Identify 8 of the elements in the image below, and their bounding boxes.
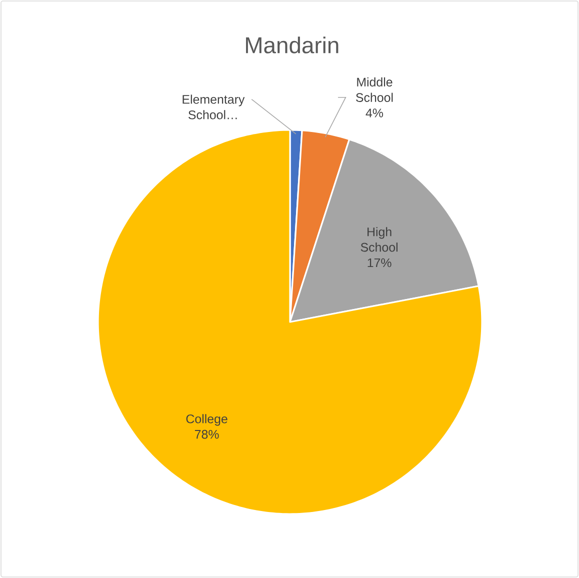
slice-label: High School: [360, 227, 398, 252]
data-label: 78%: [194, 430, 219, 439]
slice-label: Middle School: [356, 77, 393, 102]
slice-label: College: [186, 414, 228, 426]
slice-label: Elementary School…: [182, 94, 245, 120]
data-label: 17%: [368, 258, 392, 268]
data-label: 4%: [366, 108, 384, 118]
chart-title: Mandarin: [246, 36, 338, 54]
